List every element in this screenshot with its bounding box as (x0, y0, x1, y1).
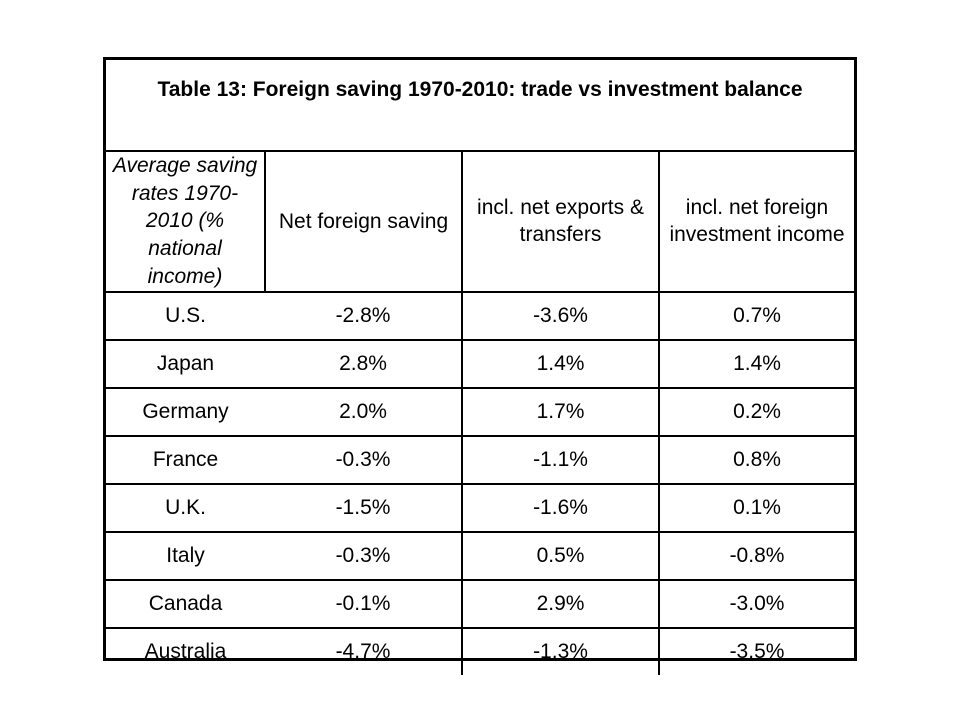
table-row: France -0.3% -1.1% 0.8% (106, 434, 854, 485)
value-cell: 0.8% (658, 434, 854, 485)
value-cell: -1.1% (461, 434, 660, 485)
value-cell: -0.1% (265, 578, 463, 629)
table-row: Canada -0.1% 2.9% -3.0% (106, 578, 854, 629)
value-cell: -4.7% (265, 626, 463, 675)
column-header: Net foreign saving (264, 152, 463, 293)
value-cell: 2.8% (265, 338, 463, 389)
country-cell: Australia (106, 626, 265, 675)
table-title: Table 13: Foreign saving 1970-2010: trad… (157, 78, 803, 101)
country-cell: U.S. (106, 290, 265, 341)
table-row: Italy -0.3% 0.5% -0.8% (106, 530, 854, 581)
table-row: U.S. -2.8% -3.6% 0.7% (106, 290, 854, 341)
table-row: Australia -4.7% -1.3% -3.5% (106, 626, 854, 675)
value-cell: -3.5% (658, 626, 854, 675)
value-cell: 2.0% (265, 386, 463, 437)
value-cell: 0.2% (658, 386, 854, 437)
value-cell: -0.3% (265, 530, 463, 581)
header-row: Average saving rates 1970-2010 (% nation… (106, 152, 854, 293)
table-row: Japan 2.8% 1.4% 1.4% (106, 338, 854, 389)
value-cell: -1.6% (461, 482, 660, 533)
corner-label: Average saving rates 1970-2010 (% nation… (106, 152, 266, 293)
value-cell: 1.7% (461, 386, 660, 437)
value-cell: -2.8% (265, 290, 463, 341)
column-header: incl. net exports & transfers (461, 152, 660, 293)
value-cell: 1.4% (658, 338, 854, 389)
value-cell: -3.0% (658, 578, 854, 629)
country-cell: Canada (106, 578, 265, 629)
data-table: Average saving rates 1970-2010 (% nation… (106, 152, 854, 675)
value-cell: -3.6% (461, 290, 660, 341)
value-cell: -0.8% (658, 530, 854, 581)
country-cell: U.K. (106, 482, 265, 533)
value-cell: 0.5% (461, 530, 660, 581)
column-header: incl. net foreign investment income (658, 152, 854, 293)
value-cell: -1.5% (265, 482, 463, 533)
value-cell: 0.1% (658, 482, 854, 533)
country-cell: Germany (106, 386, 265, 437)
country-cell: France (106, 434, 265, 485)
title-row: Table 13: Foreign saving 1970-2010: trad… (106, 60, 854, 152)
country-cell: Italy (106, 530, 265, 581)
value-cell: 0.7% (658, 290, 854, 341)
table-row: U.K. -1.5% -1.6% 0.1% (106, 482, 854, 533)
value-cell: -1.3% (461, 626, 660, 675)
value-cell: -0.3% (265, 434, 463, 485)
table-frame: Table 13: Foreign saving 1970-2010: trad… (103, 57, 857, 675)
table-row: Germany 2.0% 1.7% 0.2% (106, 386, 854, 437)
country-cell: Japan (106, 338, 265, 389)
value-cell: 1.4% (461, 338, 660, 389)
value-cell: 2.9% (461, 578, 660, 629)
